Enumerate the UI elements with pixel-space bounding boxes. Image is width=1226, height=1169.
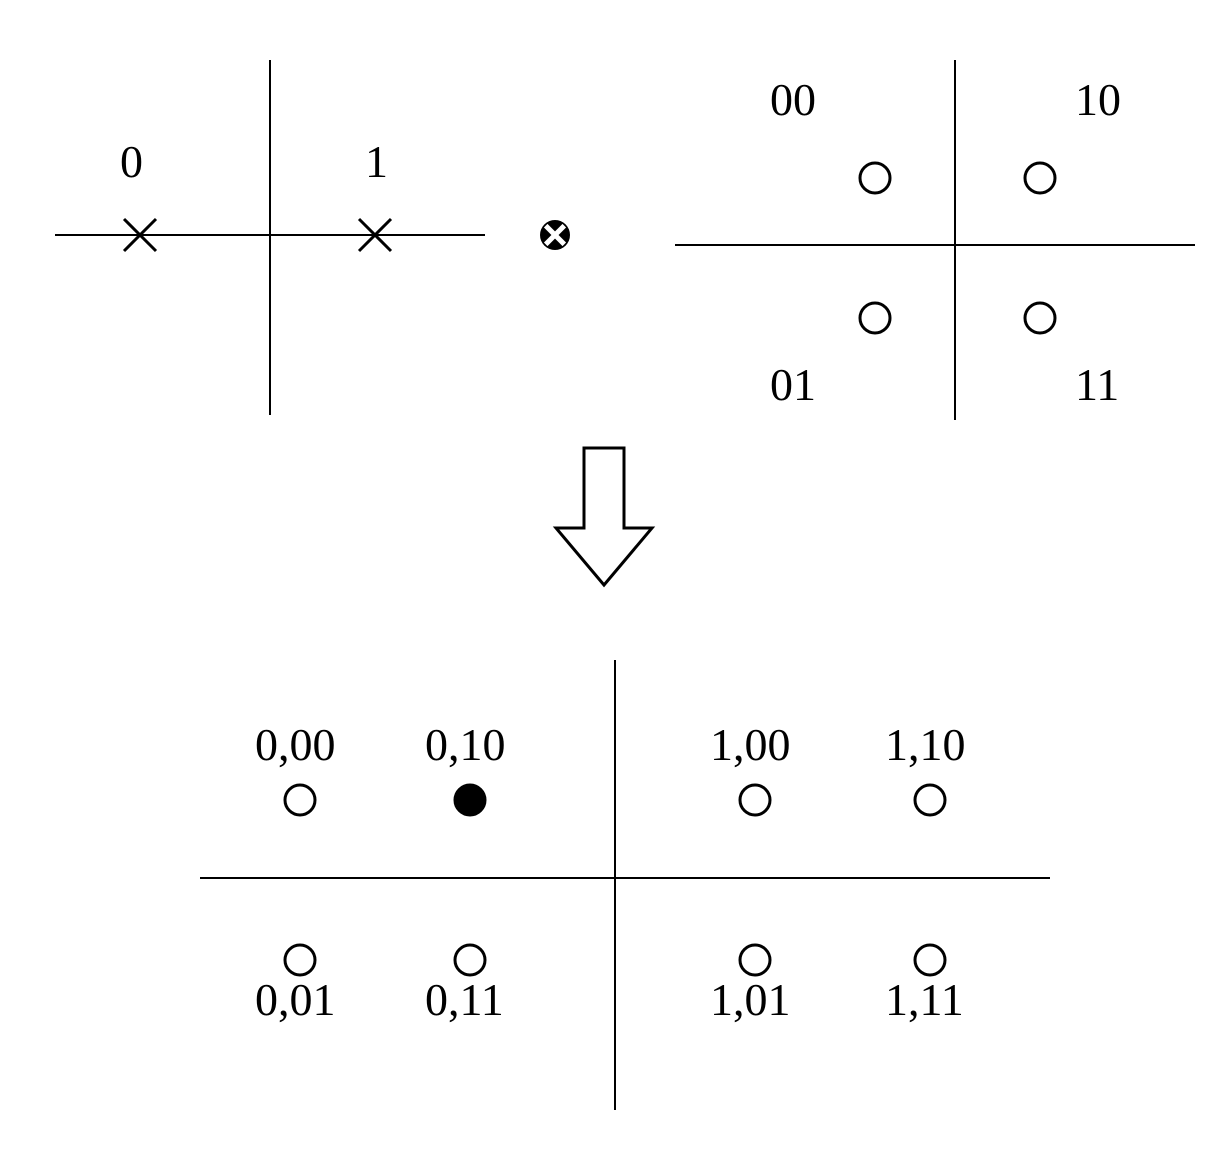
result-label: 1,01 (710, 974, 791, 1025)
constellation-point (285, 945, 315, 975)
result-label: 0,01 (255, 974, 336, 1025)
qpsk-label: 11 (1075, 359, 1119, 410)
constellation-point (915, 785, 945, 815)
constellation-point (860, 163, 890, 193)
bpsk-constellation: 01 (55, 60, 485, 415)
result-label: 0,11 (425, 974, 504, 1025)
constellation-point (1025, 163, 1055, 193)
result-label: 0,00 (255, 719, 336, 770)
constellation-point (455, 945, 485, 975)
qpsk-label: 00 (770, 74, 816, 125)
qpsk-label: 10 (1075, 74, 1121, 125)
result-constellation: 0,00 0,10 1,00 1,10 0,01 0,11 1,01 1,11 (200, 660, 1050, 1110)
constellation-point (860, 303, 890, 333)
down-arrow-icon (556, 448, 652, 585)
bpsk-label: 1 (365, 136, 388, 187)
result-label: 0,10 (425, 719, 506, 770)
constellation-point (740, 945, 770, 975)
constellation-point (285, 785, 315, 815)
constellation-point (455, 785, 485, 815)
bpsk-label: 0 (120, 136, 143, 187)
qpsk-label: 01 (770, 359, 816, 410)
constellation-diagram: 01001001110,000,101,001,100,010,111,011,… (0, 0, 1226, 1169)
constellation-point (915, 945, 945, 975)
qpsk-constellation: 00 10 01 11 (675, 60, 1195, 420)
tensor-operator-icon (540, 220, 570, 250)
result-label: 1,00 (710, 719, 791, 770)
constellation-point (1025, 303, 1055, 333)
constellation-point (740, 785, 770, 815)
result-label: 1,11 (885, 974, 964, 1025)
result-label: 1,10 (885, 719, 966, 770)
